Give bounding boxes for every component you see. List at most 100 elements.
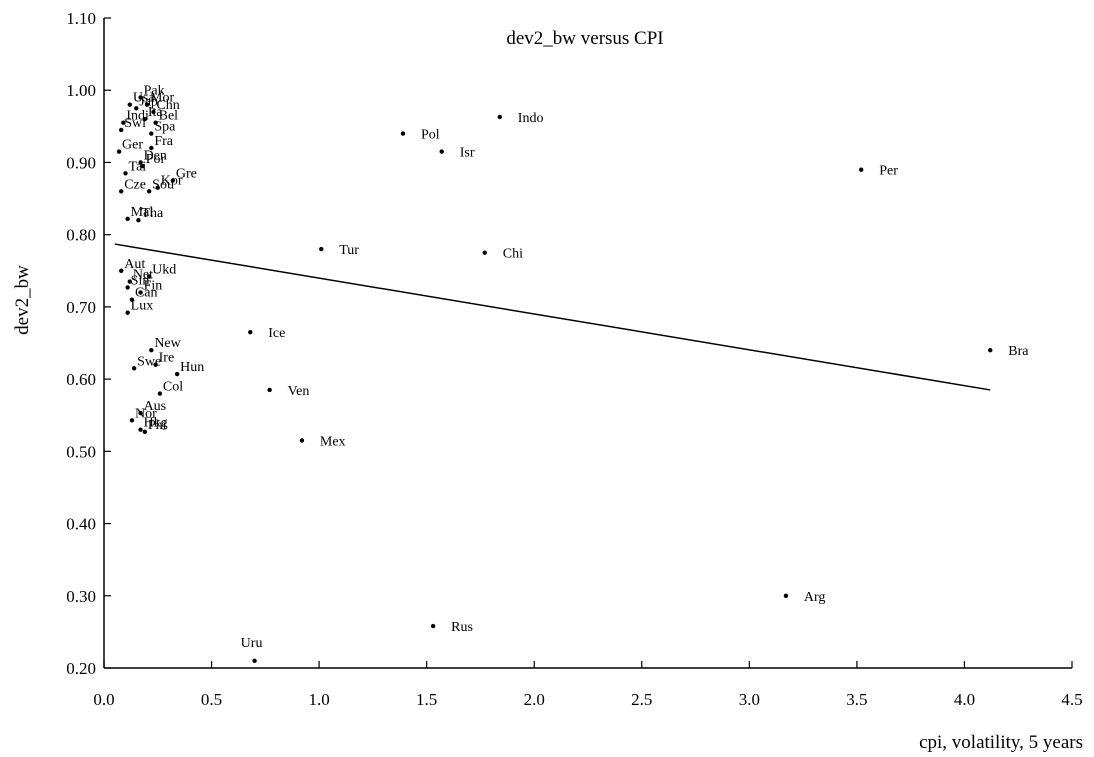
point-label: Fra: [154, 134, 173, 149]
point-label: Tai: [129, 159, 147, 174]
data-point: [140, 163, 145, 169]
y-tick-label: 1.10: [66, 9, 96, 28]
chart-title: dev2_bw versus CPI: [506, 28, 663, 49]
point-label: Aus: [144, 399, 167, 414]
data-point: [144, 102, 150, 107]
point-label: Kor: [161, 174, 183, 189]
point-label: Tha: [141, 206, 164, 221]
data-point: [119, 189, 124, 194]
data-point: [146, 189, 152, 194]
point-label: Tur: [339, 243, 359, 258]
data-point: [783, 593, 789, 598]
point-label: Swi: [124, 116, 146, 131]
data-point: [134, 106, 139, 111]
point-label: Fin: [144, 278, 163, 293]
data-point: [149, 131, 154, 136]
point-label: Pol: [421, 128, 440, 143]
data-point: [138, 290, 143, 295]
point-label: Den: [144, 148, 167, 163]
data-point: [858, 167, 864, 172]
x-tick-label: 2.0: [524, 690, 545, 709]
y-ticks: 0.20 0.30 0.40 0.50 0.60 0.70 0.80 0.90 1.00 1.10: [66, 9, 111, 678]
point-label: Lux: [131, 299, 154, 314]
data-point: [267, 387, 272, 393]
data-point: [125, 310, 130, 315]
point-label: Hun: [180, 360, 204, 375]
point-label: Phi: [148, 418, 167, 433]
point-label: Net: [133, 268, 153, 283]
point-label: New: [154, 336, 181, 351]
point-label: Mex: [320, 435, 346, 450]
data-point: [121, 120, 126, 125]
x-ticks: 0.0 0.5 1.0 1.5 2.0 2.5 3.0 3.5 4.0 4.5: [93, 661, 1083, 709]
data-point: [252, 658, 257, 663]
x-tick-label: 1.5: [416, 690, 437, 709]
point-label: Por: [146, 152, 166, 167]
data-point: [482, 250, 487, 255]
point-label: Sou: [152, 177, 174, 192]
data-point: [136, 218, 141, 223]
y-tick-label: 0.20: [66, 659, 96, 678]
point-label: Arg: [804, 590, 826, 605]
data-point: [138, 427, 143, 432]
y-tick-label: 0.60: [66, 370, 96, 389]
point-label: Per: [879, 164, 898, 179]
point-label: Aut: [124, 257, 145, 272]
point-label: Cze: [124, 177, 146, 192]
y-tick-label: 0.90: [66, 153, 96, 172]
point-label: Ire: [159, 351, 175, 366]
data-point: [157, 391, 163, 396]
data-point: [127, 102, 133, 107]
y-axis-title: dev2_bw: [12, 265, 33, 335]
point-label: Nor: [135, 406, 157, 421]
data-point: [116, 149, 122, 154]
point-label: Uru: [241, 636, 263, 651]
data-point: [127, 279, 133, 284]
data-point: [129, 418, 135, 423]
data-point: [138, 410, 143, 416]
data-point: [149, 145, 154, 151]
point-label: Chi: [503, 247, 523, 262]
x-tick-label: 3.0: [739, 690, 760, 709]
y-tick-label: 0.40: [66, 515, 96, 534]
data-point: [119, 268, 124, 273]
point-label: Spa: [154, 120, 176, 135]
point-label: Mor: [150, 91, 174, 106]
x-tick-label: 0.5: [201, 690, 222, 709]
data-point: [149, 348, 154, 353]
data-point: [153, 362, 158, 367]
y-tick-label: 0.80: [66, 226, 96, 245]
point-label: Isr: [460, 146, 475, 161]
data-point: [125, 216, 130, 221]
x-axis-title: cpi, volatility, 5 years: [919, 732, 1083, 753]
point-label: Gre: [176, 167, 197, 182]
x-tick-label: 0.0: [93, 690, 114, 709]
data-point: [155, 185, 160, 190]
data-point: [988, 348, 993, 353]
point-label: Swe: [137, 354, 161, 369]
data-point: [497, 114, 503, 120]
y-tick-label: 0.70: [66, 298, 96, 317]
data-point: [299, 438, 305, 443]
data-point: [138, 95, 143, 100]
point-label: Can: [135, 286, 158, 301]
data-point: [248, 329, 253, 335]
point-label: Rus: [451, 620, 473, 635]
point-label: Ukd: [152, 263, 176, 278]
data-point: [319, 246, 324, 252]
x-tick-label: 2.5: [631, 690, 652, 709]
point-label: Mal: [131, 205, 154, 220]
point-label: Ger: [122, 138, 143, 153]
data-point: [129, 297, 135, 302]
data-point: [170, 178, 176, 183]
axes: [103, 18, 1072, 669]
point-label: Pak: [144, 83, 165, 98]
data-point: [400, 131, 406, 136]
y-tick-label: 0.30: [66, 587, 96, 606]
data-point: [439, 149, 444, 154]
data-point: [131, 366, 137, 371]
point-label: Bra: [1008, 344, 1029, 359]
data-point: [123, 171, 128, 176]
